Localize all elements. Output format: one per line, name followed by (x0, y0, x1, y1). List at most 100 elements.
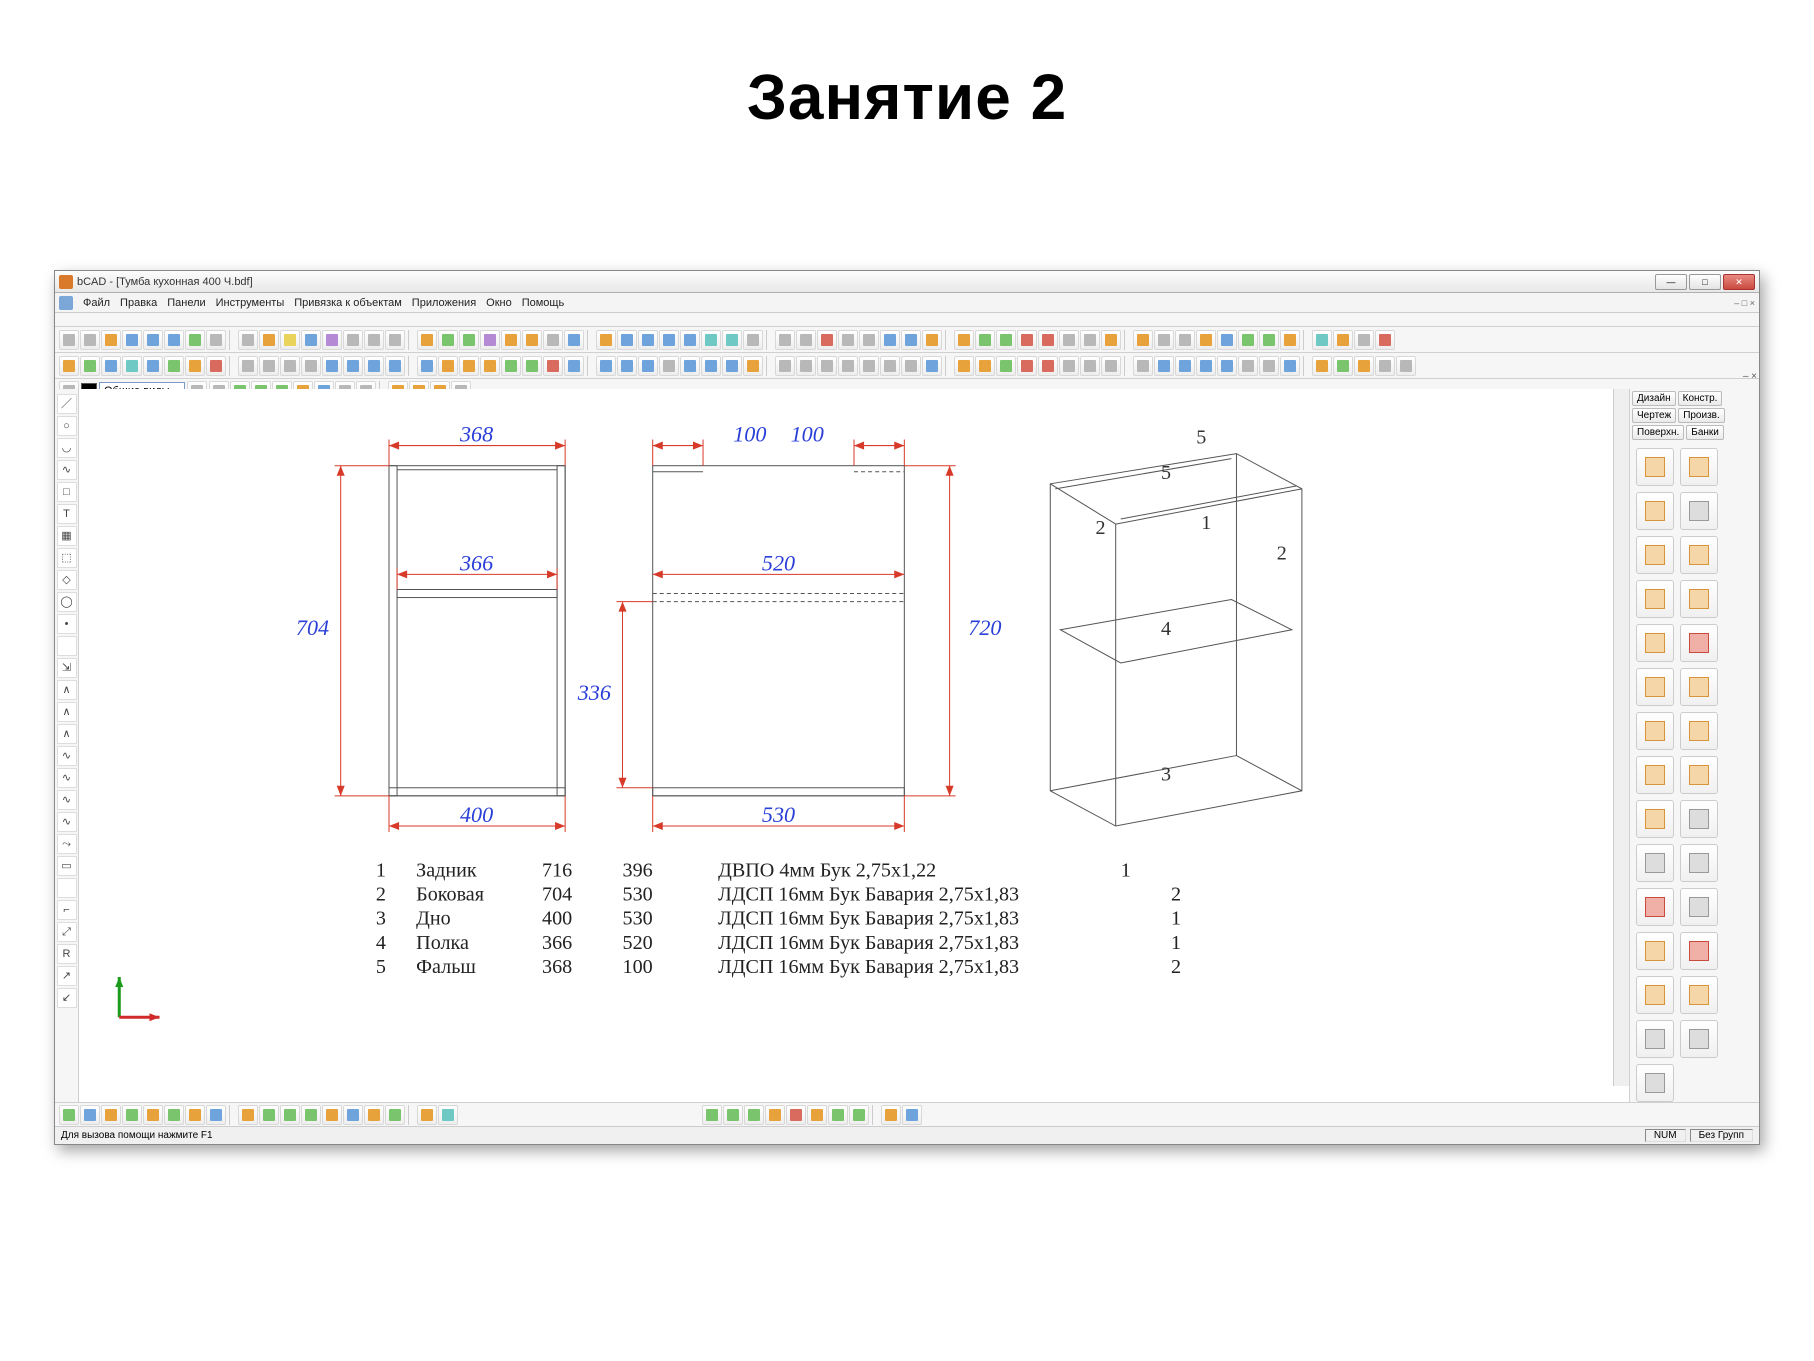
toolbar2-btn-6[interactable] (185, 356, 205, 376)
toolbar2-btn-43[interactable] (1017, 356, 1037, 376)
toolbar1-btn-7[interactable] (206, 330, 226, 350)
toolbar1-btn-53[interactable] (1238, 330, 1258, 350)
toolbar1-btn-23[interactable] (564, 330, 584, 350)
toolbar1-btn-20[interactable] (501, 330, 521, 350)
toolbar1-btn-37[interactable] (880, 330, 900, 350)
toolbar2-btn-29[interactable] (701, 356, 721, 376)
panel-tool-8[interactable] (1636, 624, 1674, 662)
left-tool-8[interactable]: ◇ (57, 570, 77, 590)
toolbar2-btn-10[interactable] (280, 356, 300, 376)
menu-file[interactable]: Файл (83, 297, 110, 309)
left-tool-26[interactable]: ↗ (57, 966, 77, 986)
minimize-button[interactable]: — (1655, 274, 1687, 290)
toolbar2-btn-26[interactable] (638, 356, 658, 376)
tab-design[interactable]: Дизайн (1632, 391, 1676, 406)
bottom1-btn-0[interactable] (59, 1105, 79, 1125)
toolbar2-btn-49[interactable] (1154, 356, 1174, 376)
toolbar1-btn-59[interactable] (1375, 330, 1395, 350)
toolbar1-btn-21[interactable] (522, 330, 542, 350)
bottom2-btn-9[interactable] (902, 1105, 922, 1125)
toolbar2-btn-36[interactable] (859, 356, 879, 376)
left-tool-9[interactable]: ◯ (57, 592, 77, 612)
toolbar1-btn-2[interactable] (101, 330, 121, 350)
toolbar1-btn-52[interactable] (1217, 330, 1237, 350)
panel-tool-25[interactable] (1680, 976, 1718, 1014)
toolbar2-btn-11[interactable] (301, 356, 321, 376)
toolbar1-btn-6[interactable] (185, 330, 205, 350)
left-tool-15[interactable]: ∧ (57, 724, 77, 744)
panel-tool-12[interactable] (1636, 712, 1674, 750)
toolbar1-btn-1[interactable] (80, 330, 100, 350)
panel-tool-19[interactable] (1680, 844, 1718, 882)
menu-apps[interactable]: Приложения (412, 297, 476, 309)
toolbar1-btn-54[interactable] (1259, 330, 1279, 350)
panel-tool-13[interactable] (1680, 712, 1718, 750)
bottom2-btn-1[interactable] (723, 1105, 743, 1125)
toolbar1-btn-57[interactable] (1333, 330, 1353, 350)
bottom1-btn-10[interactable] (280, 1105, 300, 1125)
bottom1-btn-17[interactable] (438, 1105, 458, 1125)
toolbar1-btn-47[interactable] (1101, 330, 1121, 350)
panel-tool-21[interactable] (1680, 888, 1718, 926)
toolbar1-btn-10[interactable] (280, 330, 300, 350)
left-tool-22[interactable] (57, 878, 77, 898)
toolbar1-btn-46[interactable] (1080, 330, 1100, 350)
panel-tool-4[interactable] (1636, 536, 1674, 574)
bottom1-btn-11[interactable] (301, 1105, 321, 1125)
toolbar2-btn-55[interactable] (1280, 356, 1300, 376)
menu-window[interactable]: Окно (486, 297, 512, 309)
panel-tool-11[interactable] (1680, 668, 1718, 706)
toolbar2-btn-32[interactable] (775, 356, 795, 376)
tab-surface[interactable]: Поверхн. (1632, 425, 1684, 440)
toolbar1-btn-38[interactable] (901, 330, 921, 350)
bottom2-btn-2[interactable] (744, 1105, 764, 1125)
toolbar1-btn-34[interactable] (817, 330, 837, 350)
toolbar2-btn-38[interactable] (901, 356, 921, 376)
toolbar1-btn-17[interactable] (438, 330, 458, 350)
toolbar2-btn-51[interactable] (1196, 356, 1216, 376)
toolbar1-btn-42[interactable] (996, 330, 1016, 350)
toolbar2-btn-22[interactable] (543, 356, 563, 376)
bottom2-btn-0[interactable] (702, 1105, 722, 1125)
left-tool-3[interactable]: ∿ (57, 460, 77, 480)
toolbar2-btn-50[interactable] (1175, 356, 1195, 376)
toolbar2-btn-53[interactable] (1238, 356, 1258, 376)
panel-tool-7[interactable] (1680, 580, 1718, 618)
panel-tool-26[interactable] (1636, 1020, 1674, 1058)
toolbar2-btn-2[interactable] (101, 356, 121, 376)
toolbar2-btn-54[interactable] (1259, 356, 1279, 376)
toolbar2-btn-59[interactable] (1375, 356, 1395, 376)
toolbar1-btn-0[interactable] (59, 330, 79, 350)
left-tool-27[interactable]: ↙ (57, 988, 77, 1008)
toolbar1-btn-56[interactable] (1312, 330, 1332, 350)
toolbar2-btn-31[interactable] (743, 356, 763, 376)
panel-tool-9[interactable] (1680, 624, 1718, 662)
left-tool-1[interactable]: ○ (57, 416, 77, 436)
bottom2-btn-3[interactable] (765, 1105, 785, 1125)
toolbar1-btn-50[interactable] (1175, 330, 1195, 350)
toolbar2-btn-7[interactable] (206, 356, 226, 376)
toolbar2-btn-37[interactable] (880, 356, 900, 376)
panel-tool-14[interactable] (1636, 756, 1674, 794)
panel-tool-23[interactable] (1680, 932, 1718, 970)
bottom1-btn-14[interactable] (364, 1105, 384, 1125)
toolbar1-btn-18[interactable] (459, 330, 479, 350)
toolbar1-btn-14[interactable] (364, 330, 384, 350)
toolbar2-btn-48[interactable] (1133, 356, 1153, 376)
toolbar1-btn-49[interactable] (1154, 330, 1174, 350)
left-tool-6[interactable]: ▦ (57, 526, 77, 546)
left-tool-0[interactable]: ／ (57, 394, 77, 414)
toolbar1-btn-30[interactable] (722, 330, 742, 350)
left-tool-18[interactable]: ∿ (57, 790, 77, 810)
tab-constr[interactable]: Констр. (1678, 391, 1723, 406)
toolbar1-btn-26[interactable] (638, 330, 658, 350)
toolbar2-btn-44[interactable] (1038, 356, 1058, 376)
toolbar1-btn-13[interactable] (343, 330, 363, 350)
toolbar2-btn-33[interactable] (796, 356, 816, 376)
toolbar2-btn-17[interactable] (438, 356, 458, 376)
left-tool-19[interactable]: ∿ (57, 812, 77, 832)
toolbar2-btn-23[interactable] (564, 356, 584, 376)
panel-tool-15[interactable] (1680, 756, 1718, 794)
toolbar1-btn-32[interactable] (775, 330, 795, 350)
bottom1-btn-3[interactable] (122, 1105, 142, 1125)
